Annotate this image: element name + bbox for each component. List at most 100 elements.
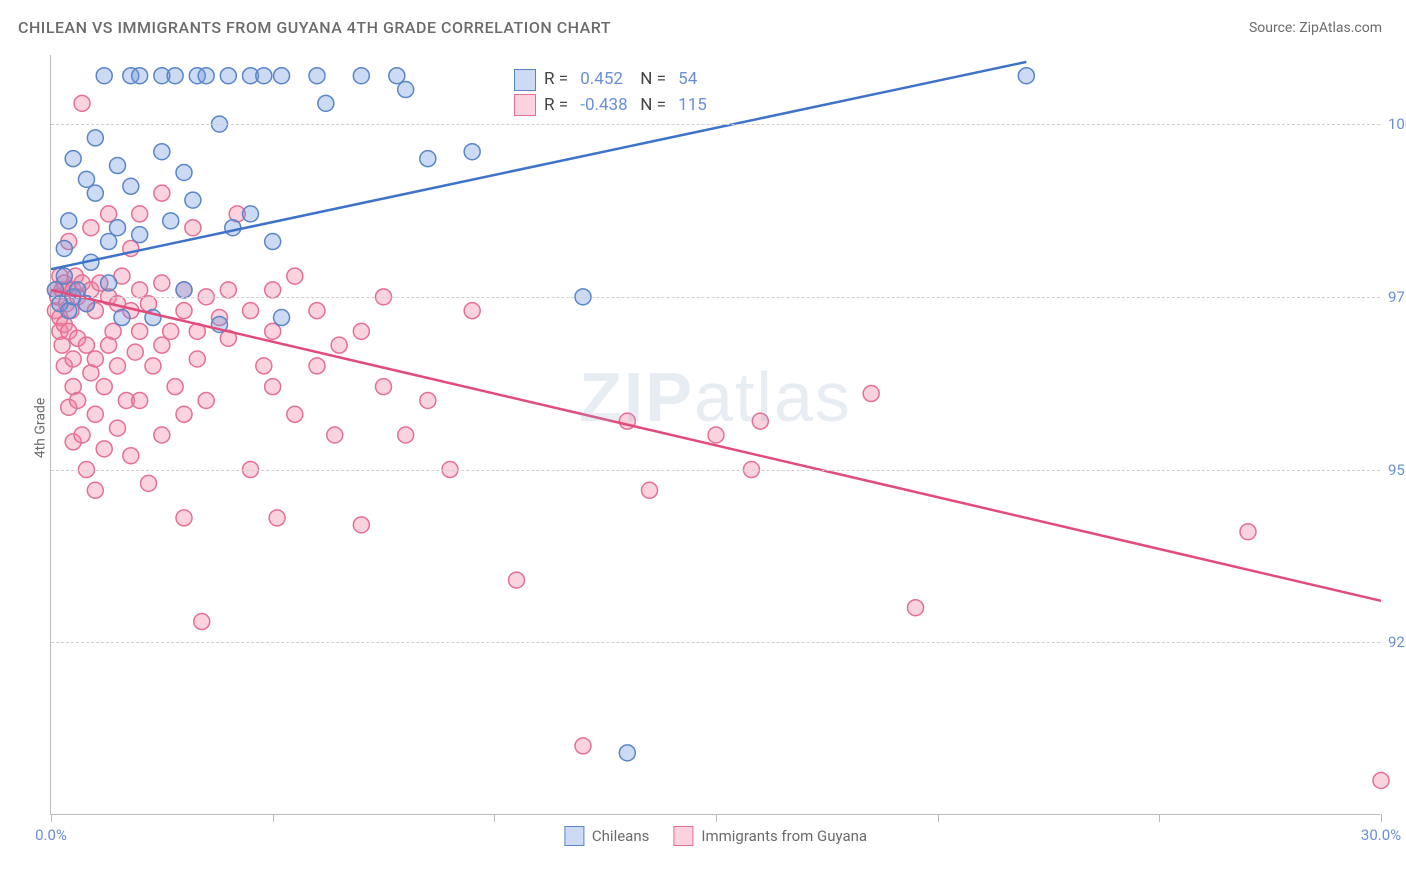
scatter-point-guyana [1240, 524, 1256, 540]
x-tick [1381, 814, 1382, 822]
scatter-point-guyana [265, 379, 281, 395]
scatter-point-chileans [256, 68, 272, 84]
x-tick [938, 814, 939, 822]
legend-r-label: R = [544, 67, 572, 93]
legend-r-label: R = [544, 93, 572, 119]
scatter-point-chileans [132, 227, 148, 243]
scatter-point-guyana [176, 303, 192, 319]
scatter-point-guyana [132, 282, 148, 298]
scatter-plot-svg [51, 55, 1380, 814]
y-axis-label: 4th Grade [32, 398, 48, 459]
scatter-point-guyana [132, 206, 148, 222]
scatter-point-chileans [225, 220, 241, 236]
scatter-point-guyana [309, 358, 325, 374]
legend-r-value-chileans: 0.452 [580, 67, 632, 93]
scatter-point-chileans [265, 234, 281, 250]
scatter-point-guyana [65, 351, 81, 367]
scatter-point-guyana [87, 482, 103, 498]
scatter-point-guyana [464, 303, 480, 319]
scatter-point-chileans [101, 234, 117, 250]
scatter-point-guyana [96, 379, 112, 395]
correlation-legend: R = 0.452 N = 54 R = -0.438 N = 115 [506, 63, 738, 122]
scatter-point-guyana [327, 427, 343, 443]
legend-n-label: N = [640, 93, 670, 119]
scatter-point-chileans [65, 151, 81, 167]
scatter-point-guyana [575, 738, 591, 754]
scatter-point-guyana [376, 379, 392, 395]
scatter-point-chileans [78, 171, 94, 187]
scatter-point-guyana [243, 303, 259, 319]
scatter-point-guyana [74, 95, 90, 111]
y-tick-label: 92.5% [1388, 633, 1406, 651]
scatter-point-guyana [398, 427, 414, 443]
scatter-point-chileans [1018, 68, 1034, 84]
scatter-point-guyana [331, 337, 347, 353]
scatter-point-guyana [420, 392, 436, 408]
scatter-point-guyana [105, 323, 121, 339]
scatter-point-guyana [752, 413, 768, 429]
y-tick-label: 100.0% [1388, 115, 1406, 133]
x-tick [716, 814, 717, 822]
scatter-point-guyana [141, 475, 157, 491]
scatter-point-guyana [154, 427, 170, 443]
scatter-point-guyana [265, 282, 281, 298]
scatter-point-guyana [194, 614, 210, 630]
series-swatch-chileans [564, 826, 584, 846]
scatter-point-chileans [87, 185, 103, 201]
scatter-point-chileans [154, 144, 170, 160]
scatter-point-guyana [198, 392, 214, 408]
scatter-point-guyana [176, 406, 192, 422]
series-swatch-guyana [673, 826, 693, 846]
scatter-point-chileans [110, 158, 126, 174]
scatter-point-chileans [353, 68, 369, 84]
chart-title: CHILEAN VS IMMIGRANTS FROM GUYANA 4TH GR… [18, 18, 611, 37]
scatter-point-chileans [114, 310, 130, 326]
scatter-point-guyana [708, 427, 724, 443]
scatter-point-chileans [198, 68, 214, 84]
scatter-point-guyana [287, 268, 303, 284]
scatter-point-guyana [96, 441, 112, 457]
series-legend: Chileans Immigrants from Guyana [564, 826, 867, 846]
scatter-point-guyana [78, 337, 94, 353]
scatter-point-guyana [863, 386, 879, 402]
scatter-point-guyana [154, 337, 170, 353]
scatter-point-guyana [269, 510, 285, 526]
legend-swatch-chileans [514, 69, 536, 91]
legend-r-value-guyana: -0.438 [580, 93, 632, 119]
scatter-point-guyana [189, 351, 205, 367]
scatter-point-guyana [353, 323, 369, 339]
scatter-point-chileans [185, 192, 201, 208]
scatter-point-guyana [83, 220, 99, 236]
scatter-point-chileans [176, 282, 192, 298]
scatter-point-guyana [163, 323, 179, 339]
legend-n-value-chileans: 54 [678, 67, 730, 93]
chart-plot-area: ZIPatlas R = 0.452 N = 54 R = -0.438 N =… [50, 55, 1380, 815]
scatter-point-chileans [132, 68, 148, 84]
scatter-point-chileans [318, 95, 334, 111]
scatter-point-guyana [176, 510, 192, 526]
trend-line-guyana [51, 290, 1381, 601]
y-tick-label: 95.0% [1388, 461, 1406, 479]
scatter-point-guyana [127, 344, 143, 360]
scatter-point-guyana [185, 220, 201, 236]
legend-swatch-guyana [514, 94, 536, 116]
grid-line [51, 124, 1380, 125]
scatter-point-chileans [110, 220, 126, 236]
scatter-point-guyana [154, 275, 170, 291]
scatter-point-chileans [309, 68, 325, 84]
scatter-point-guyana [154, 185, 170, 201]
scatter-point-chileans [619, 745, 635, 761]
scatter-point-chileans [398, 82, 414, 98]
scatter-point-chileans [96, 68, 112, 84]
scatter-point-chileans [56, 240, 72, 256]
scatter-point-guyana [87, 351, 103, 367]
scatter-point-chileans [176, 164, 192, 180]
x-tick-label: 0.0% [35, 826, 67, 844]
series-legend-guyana: Immigrants from Guyana [673, 826, 867, 846]
series-legend-chileans: Chileans [564, 826, 649, 846]
x-tick-label: 30.0% [1361, 826, 1401, 844]
scatter-point-guyana [309, 303, 325, 319]
scatter-point-guyana [70, 392, 86, 408]
source-attribution: Source: ZipAtlas.com [1249, 20, 1382, 36]
scatter-point-chileans [220, 68, 236, 84]
